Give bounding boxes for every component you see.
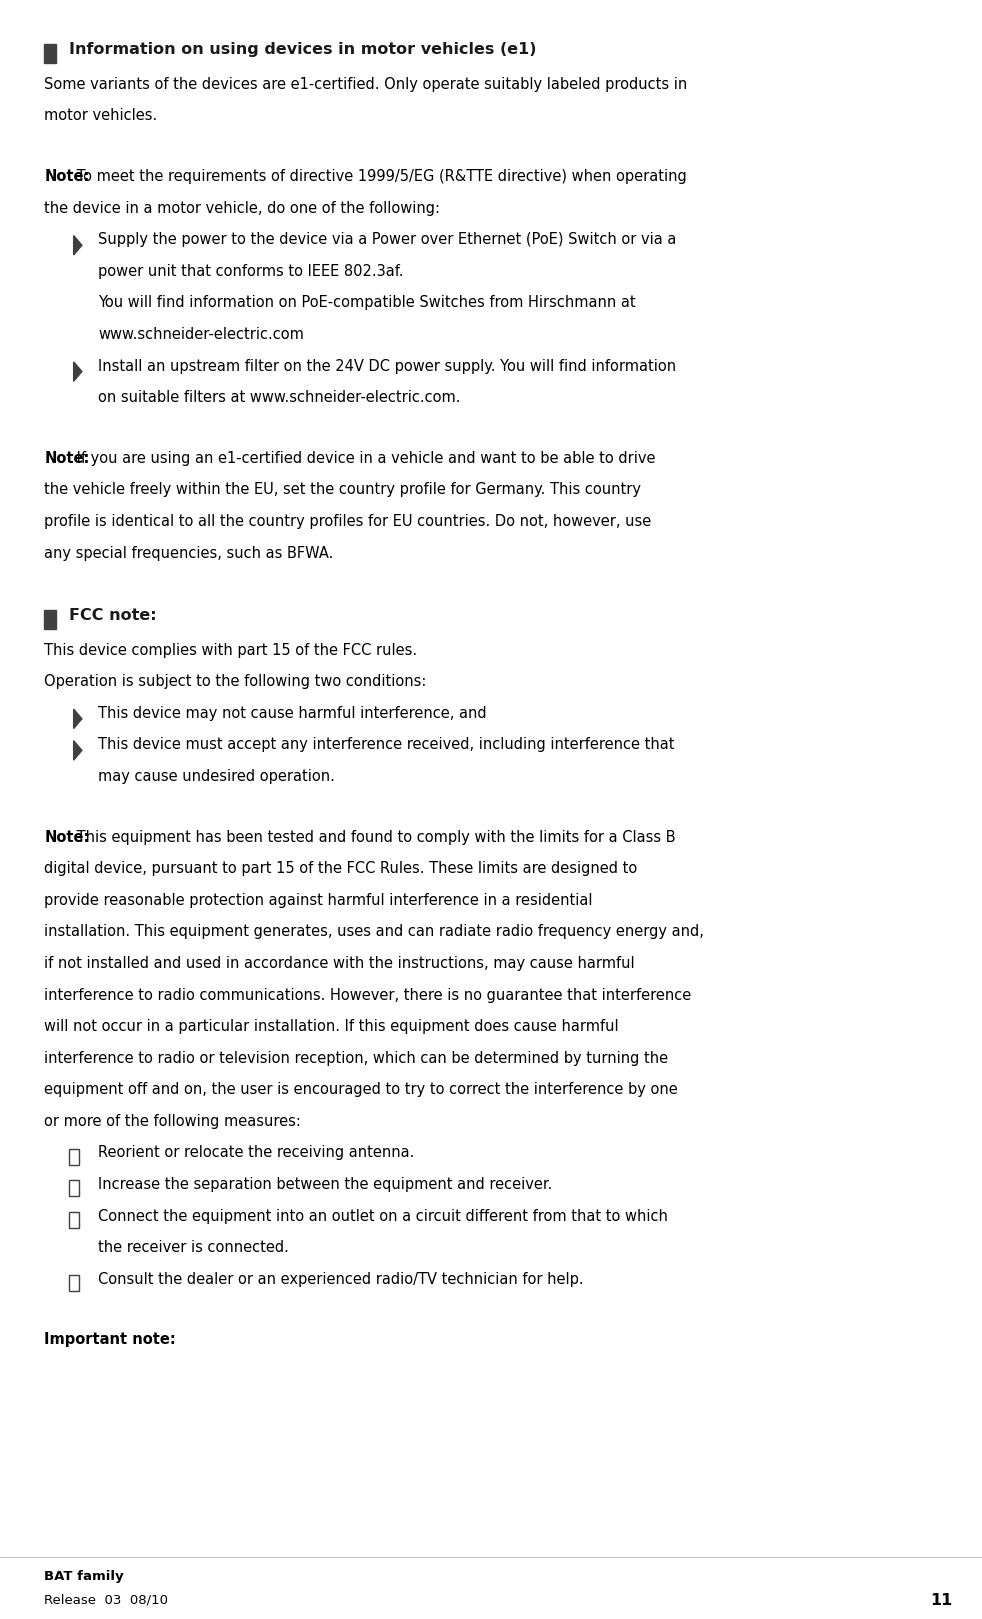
Text: Release  03  08/10: Release 03 08/10 bbox=[44, 1593, 168, 1606]
Text: Note:: Note: bbox=[44, 450, 89, 466]
Polygon shape bbox=[74, 361, 82, 380]
Text: installation. This equipment generates, uses and can radiate radio frequency ene: installation. This equipment generates, … bbox=[44, 924, 704, 939]
Text: equipment off and on, the user is encouraged to try to correct the interference : equipment off and on, the user is encour… bbox=[44, 1081, 678, 1098]
Text: profile is identical to all the country profiles for EU countries. Do not, howev: profile is identical to all the country … bbox=[44, 513, 651, 529]
Text: This equipment has been tested and found to comply with the limits for a Class B: This equipment has been tested and found… bbox=[73, 829, 676, 845]
Text: FCC note:: FCC note: bbox=[69, 607, 156, 623]
Bar bbox=[69, 1180, 79, 1196]
Text: the vehicle freely within the EU, set the country profile for Germany. This coun: the vehicle freely within the EU, set th… bbox=[44, 482, 641, 497]
Text: Operation is subject to the following two conditions:: Operation is subject to the following tw… bbox=[44, 674, 426, 690]
Polygon shape bbox=[74, 235, 82, 254]
Bar bbox=[69, 1148, 79, 1164]
Text: Note:: Note: bbox=[44, 170, 89, 185]
Text: if not installed and used in accordance with the instructions, may cause harmful: if not installed and used in accordance … bbox=[44, 955, 634, 971]
Text: provide reasonable protection against harmful interference in a residential: provide reasonable protection against ha… bbox=[44, 892, 593, 908]
Text: This device may not cause harmful interference, and: This device may not cause harmful interf… bbox=[98, 706, 487, 720]
Text: any special frequencies, such as BFWA.: any special frequencies, such as BFWA. bbox=[44, 546, 334, 560]
Text: motor vehicles.: motor vehicles. bbox=[44, 108, 157, 123]
Text: or more of the following measures:: or more of the following measures: bbox=[44, 1114, 301, 1128]
Text: This device must accept any interference received, including interference that: This device must accept any interference… bbox=[98, 737, 675, 753]
Text: Install an upstream filter on the 24V DC power supply. You will find information: Install an upstream filter on the 24V DC… bbox=[98, 358, 677, 374]
Text: Consult the dealer or an experienced radio/TV technician for help.: Consult the dealer or an experienced rad… bbox=[98, 1271, 584, 1287]
Text: the receiver is connected.: the receiver is connected. bbox=[98, 1240, 289, 1255]
Text: You will find information on PoE-compatible Switches from Hirschmann at: You will find information on PoE-compati… bbox=[98, 295, 635, 311]
Text: will not occur in a particular installation. If this equipment does cause harmfu: will not occur in a particular installat… bbox=[44, 1018, 619, 1035]
Text: the device in a motor vehicle, do one of the following:: the device in a motor vehicle, do one of… bbox=[44, 201, 440, 215]
Text: digital device, pursuant to part 15 of the FCC Rules. These limits are designed : digital device, pursuant to part 15 of t… bbox=[44, 861, 637, 876]
Text: BAT family: BAT family bbox=[44, 1570, 124, 1583]
Text: Increase the separation between the equipment and receiver.: Increase the separation between the equi… bbox=[98, 1177, 553, 1192]
Polygon shape bbox=[74, 709, 82, 729]
Text: To meet the requirements of directive 1999/5/EG (R&TTE directive) when operating: To meet the requirements of directive 19… bbox=[73, 170, 687, 185]
Text: interference to radio communications. However, there is no guarantee that interf: interference to radio communications. Ho… bbox=[44, 988, 691, 1002]
Text: If you are using an e1-certified device in a vehicle and want to be able to driv: If you are using an e1-certified device … bbox=[73, 450, 656, 466]
Polygon shape bbox=[74, 740, 82, 759]
Text: on suitable filters at www.schneider-electric.com.: on suitable filters at www.schneider-ele… bbox=[98, 390, 461, 405]
Bar bbox=[44, 44, 56, 63]
Text: www.schneider-electric.com: www.schneider-electric.com bbox=[98, 327, 304, 342]
Text: power unit that conforms to IEEE 802.3af.: power unit that conforms to IEEE 802.3af… bbox=[98, 264, 404, 278]
Text: Reorient or relocate the receiving antenna.: Reorient or relocate the receiving anten… bbox=[98, 1145, 414, 1161]
Bar bbox=[69, 1211, 79, 1227]
Text: 11: 11 bbox=[930, 1593, 953, 1608]
Text: may cause undesired operation.: may cause undesired operation. bbox=[98, 769, 335, 784]
Text: Connect the equipment into an outlet on a circuit different from that to which: Connect the equipment into an outlet on … bbox=[98, 1208, 668, 1224]
Text: Information on using devices in motor vehicles (e1): Information on using devices in motor ve… bbox=[69, 42, 536, 57]
Text: interference to radio or television reception, which can be determined by turnin: interference to radio or television rece… bbox=[44, 1051, 669, 1065]
Text: Supply the power to the device via a Power over Ethernet (PoE) Switch or via a: Supply the power to the device via a Pow… bbox=[98, 232, 677, 248]
Text: Important note:: Important note: bbox=[44, 1332, 176, 1347]
Text: Some variants of the devices are e1-certified. Only operate suitably labeled pro: Some variants of the devices are e1-cert… bbox=[44, 78, 687, 92]
Bar bbox=[44, 609, 56, 628]
Text: Note:: Note: bbox=[44, 829, 89, 845]
Bar bbox=[69, 1274, 79, 1290]
Text: This device complies with part 15 of the FCC rules.: This device complies with part 15 of the… bbox=[44, 643, 417, 657]
